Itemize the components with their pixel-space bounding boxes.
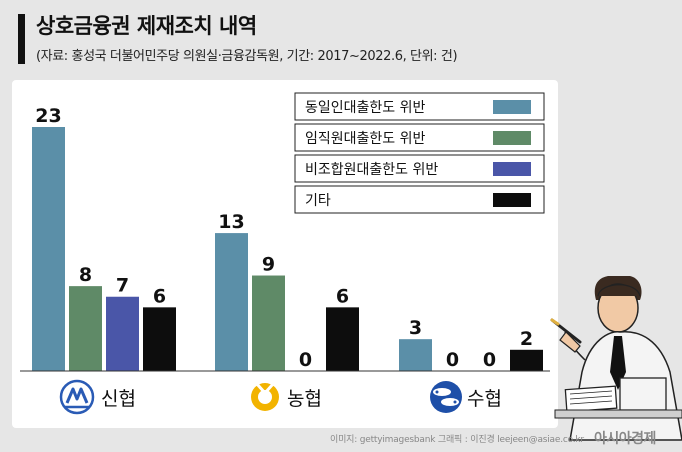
bar-value-label: 6	[336, 285, 349, 307]
bar-농협-임직원대출한도위반	[252, 275, 285, 371]
bar-value-label: 23	[35, 105, 61, 127]
legend-swatch	[493, 100, 531, 114]
businessman-illustration	[550, 276, 682, 441]
bar-value-label: 3	[409, 317, 422, 339]
bar-value-label: 9	[262, 254, 275, 276]
bar-신협-비조합원대출한도위반	[106, 296, 139, 371]
bar-value-label: 8	[79, 264, 92, 286]
bar-신협-임직원대출한도위반	[69, 286, 102, 371]
title-accent-bar	[18, 14, 25, 64]
category-label: 수협	[467, 388, 502, 410]
category-label: 신협	[101, 388, 136, 410]
legend-swatch	[493, 162, 531, 176]
bar-value-label: 0	[483, 349, 496, 371]
bar-value-label: 2	[520, 328, 533, 350]
legend-label: 임직원대출한도 위반	[305, 131, 425, 147]
bar-value-label: 0	[299, 349, 312, 371]
suhyup-logo-icon	[430, 381, 462, 413]
shinhyup-logo-icon	[59, 379, 95, 415]
legend-swatch	[493, 193, 531, 207]
bar-value-label: 13	[218, 211, 244, 233]
bar-value-label: 7	[116, 275, 129, 297]
image-credit: 이미지: gettyimagesbank 그래픽 : 이진경 leejeen@a…	[330, 435, 584, 445]
chart-subtitle: (자료: 홍성국 더불어민주당 의원실·금융감독원, 기간: 2017~2022…	[36, 49, 458, 64]
nonghyup-logo-icon	[251, 382, 279, 411]
legend-label: 기타	[305, 193, 331, 209]
publisher-logo: 아시아경제	[594, 431, 656, 447]
bar-농협-동일인대출한도위반	[215, 233, 248, 371]
legend-label: 비조합원대출한도 위반	[305, 162, 438, 178]
bar-value-label: 0	[446, 349, 459, 371]
chart-title: 상호금융권 제재조치 내역	[36, 14, 257, 38]
bar-value-label: 6	[153, 285, 166, 307]
bar-농협-기타	[326, 307, 359, 371]
bar-신협-동일인대출한도위반	[32, 127, 65, 371]
bar-수협-기타	[510, 349, 543, 371]
legend-label: 동일인대출한도 위반	[305, 100, 425, 116]
category-label: 농협	[287, 388, 322, 410]
bar-신협-기타	[143, 307, 176, 371]
legend-swatch	[493, 131, 531, 145]
bar-수협-동일인대출한도위반	[399, 339, 432, 371]
